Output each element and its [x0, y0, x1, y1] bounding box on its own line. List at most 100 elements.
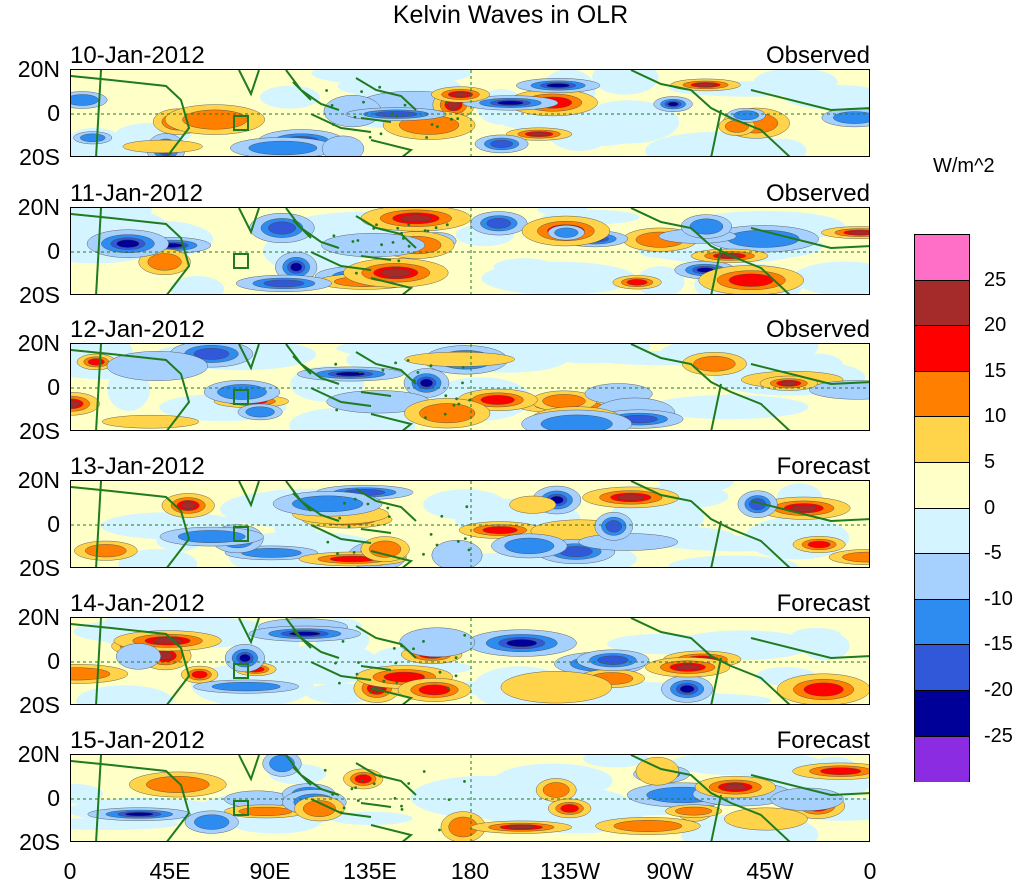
anomaly-positive	[803, 682, 844, 697]
island-dot	[438, 828, 441, 832]
anomaly-positive	[500, 671, 612, 704]
island-dot	[436, 125, 439, 128]
island-dot	[338, 516, 342, 520]
island-dot	[393, 797, 397, 800]
island-dot	[354, 786, 357, 789]
longitude-label: 90W	[646, 858, 694, 884]
anomaly-positive	[191, 670, 208, 679]
island-dot	[325, 89, 328, 92]
anomaly-negative	[546, 83, 570, 88]
anomaly-positive	[724, 783, 747, 791]
island-dot	[455, 397, 458, 401]
island-dot	[443, 412, 447, 416]
panel-kind: Observed	[765, 42, 870, 69]
anomaly-light-negative	[289, 408, 390, 430]
anomaly-positive	[302, 800, 336, 817]
anomaly-negative	[833, 111, 869, 124]
island-dot	[397, 259, 401, 263]
colorbar-swatch	[915, 690, 969, 737]
colorbar-tick-label: -25	[984, 724, 1013, 747]
longitude-label: 90E	[249, 858, 291, 884]
anomaly-positive	[383, 671, 425, 683]
anomaly-positive	[790, 504, 817, 512]
anomaly-positive	[71, 400, 80, 408]
anomaly-positive	[728, 273, 774, 287]
island-dot	[379, 132, 383, 136]
island-dot	[380, 243, 383, 247]
anomaly-negative	[497, 100, 524, 106]
colorbar-swatch	[915, 280, 969, 327]
island-dot	[468, 398, 471, 402]
island-dot	[368, 135, 372, 139]
madagascar-box	[233, 253, 249, 269]
anomaly-negative	[431, 540, 483, 567]
latitude-label: 20S	[19, 144, 60, 170]
colorbar-swatch	[915, 736, 969, 783]
coastline-asia	[238, 618, 417, 659]
anomaly-positive	[509, 495, 557, 514]
island-dot	[396, 226, 400, 230]
island-dot	[407, 782, 411, 785]
island-dot	[461, 381, 464, 385]
panel-kind: Forecast	[776, 727, 870, 754]
anomaly-light-negative	[792, 628, 841, 642]
anomaly-positive	[418, 684, 451, 696]
colorbar-tick-label: 20	[984, 314, 1007, 337]
island-dot	[463, 633, 467, 637]
anomaly-light-negative	[527, 344, 651, 364]
island-dot	[407, 244, 411, 248]
anomaly-positive	[849, 230, 869, 235]
olr-panel	[70, 754, 870, 842]
island-dot	[425, 136, 428, 139]
anomaly-light-negative	[792, 261, 869, 294]
anomaly-negative	[540, 414, 613, 430]
madagascar-box	[233, 389, 249, 405]
anomaly-positive	[147, 253, 182, 271]
island-dot	[326, 540, 330, 544]
anomaly-light-negative	[668, 555, 798, 567]
anomaly-negative	[321, 135, 365, 156]
island-dot	[461, 366, 465, 369]
longitude-label: 45E	[149, 858, 191, 884]
anomaly-positive	[560, 804, 579, 813]
coastline-americas	[630, 344, 869, 430]
island-dot	[406, 359, 410, 362]
anomaly-positive	[529, 132, 549, 136]
latitude-label: 20N	[17, 741, 60, 767]
anomaly-positive	[152, 637, 183, 644]
island-dot	[338, 681, 341, 685]
island-dot	[400, 644, 403, 648]
island-dot	[402, 237, 405, 240]
island-dot	[445, 223, 449, 227]
coastline-americas	[630, 755, 869, 841]
anomaly-negative	[177, 530, 246, 543]
latitude-label: 20S	[19, 282, 60, 308]
olr-panel	[70, 343, 870, 431]
coastline-africa	[71, 755, 191, 841]
anomaly-negative	[490, 139, 513, 148]
anomaly-positive	[87, 358, 105, 366]
island-dot	[357, 661, 360, 664]
anomaly-negative	[486, 218, 511, 229]
colorbar-tick-label: -5	[984, 542, 1002, 565]
island-dot	[356, 239, 360, 242]
anomaly-positive	[400, 214, 432, 223]
island-dot	[454, 656, 458, 660]
island-dot	[382, 679, 386, 683]
anomaly-negative	[211, 681, 281, 692]
island-dot	[331, 123, 335, 126]
colorbar-tick-label: -15	[984, 633, 1013, 656]
island-dot	[351, 240, 355, 243]
coastline-indonesia	[310, 524, 414, 567]
anomaly-negative	[80, 133, 106, 143]
anomaly-positive	[182, 109, 248, 130]
anomaly-positive	[807, 540, 831, 549]
island-dot	[358, 370, 362, 374]
island-dot	[360, 90, 363, 93]
island-dot	[447, 798, 451, 801]
panel-kind: Forecast	[776, 590, 870, 617]
olr-panel	[70, 69, 870, 157]
anomaly-negative	[504, 537, 555, 555]
island-dot	[400, 804, 403, 808]
latitude-label: 20N	[17, 330, 60, 356]
